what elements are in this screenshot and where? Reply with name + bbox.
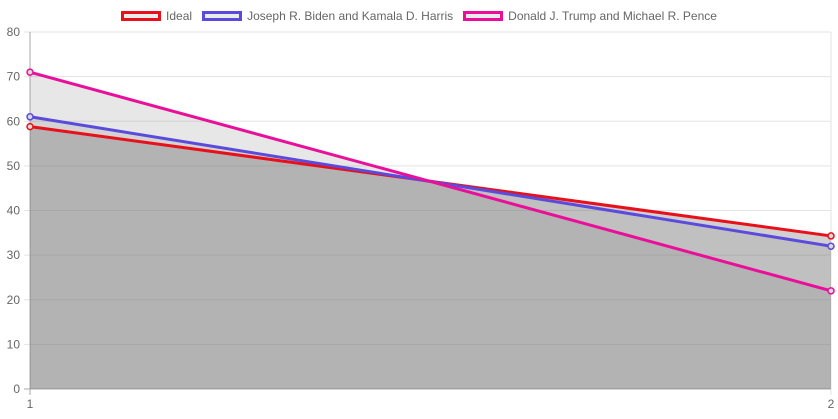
data-point bbox=[827, 232, 835, 240]
y-tick-label: 60 bbox=[7, 114, 21, 128]
legend-swatch-trump-pence bbox=[463, 11, 504, 21]
y-tick-label: 50 bbox=[7, 159, 21, 173]
x-tick-label: 1 bbox=[27, 397, 34, 411]
legend-item-trump-pence[interactable]: Donald J. Trump and Michael R. Pence bbox=[463, 9, 717, 23]
series-area bbox=[30, 126, 831, 389]
y-tick-label: 10 bbox=[7, 337, 21, 351]
series-line bbox=[29, 70, 832, 293]
legend-item-ideal[interactable]: Ideal bbox=[121, 9, 192, 23]
legend-label-biden-harris: Joseph R. Biden and Kamala D. Harris bbox=[247, 9, 454, 23]
legend: Ideal Joseph R. Biden and Kamala D. Harr… bbox=[0, 7, 838, 25]
series-area bbox=[30, 72, 831, 389]
legend-label-ideal: Ideal bbox=[166, 9, 193, 23]
legend-item-biden-harris[interactable]: Joseph R. Biden and Kamala D. Harris bbox=[202, 9, 453, 23]
legend-label-trump-pence: Donald J. Trump and Michael R. Pence bbox=[508, 9, 717, 23]
legend-swatch-ideal bbox=[121, 11, 162, 21]
data-point bbox=[827, 242, 835, 250]
y-tick-label: 0 bbox=[13, 382, 20, 396]
y-tick-label: 20 bbox=[7, 293, 21, 307]
y-tick-label: 70 bbox=[7, 70, 21, 84]
series-area bbox=[30, 116, 831, 389]
data-point bbox=[26, 122, 34, 131]
y-tick-label: 80 bbox=[7, 25, 21, 39]
data-point bbox=[26, 113, 34, 121]
x-tick-label: 2 bbox=[828, 397, 835, 411]
y-tick-label: 40 bbox=[7, 204, 21, 218]
legend-swatch-biden-harris bbox=[202, 11, 243, 21]
data-point bbox=[26, 68, 34, 76]
data-point bbox=[827, 287, 835, 295]
y-tick-label: 30 bbox=[7, 248, 21, 262]
